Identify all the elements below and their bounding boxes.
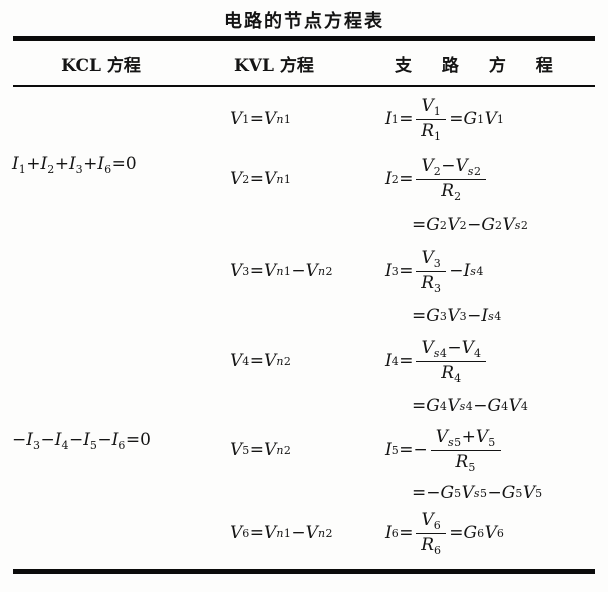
column-header-kcl: KCL 方程 bbox=[61, 55, 141, 76]
kcl-equation-node1: I1+I2+I3+I6=0 bbox=[12, 154, 137, 176]
branch-equation-line: I 1 = V1 R1 = G 1 V 1 bbox=[385, 96, 505, 143]
branch-equation-branch6: I 6 = V6 R6 = G 6 V 6 bbox=[385, 509, 608, 557]
column-header-branch: 支 路 方 程 bbox=[395, 55, 557, 76]
column-header-kvl: KVL 方程 bbox=[234, 55, 314, 76]
table-bottom-rule bbox=[13, 569, 595, 574]
branch-equation-line: I 4 = Vs4−V4 R4 bbox=[385, 333, 608, 389]
table-header-row: KCL 方程 KVL 方程 支 路 方 程 bbox=[0, 41, 608, 85]
branch-equation-branch1: I 1 = V1 R1 = G 1 V 1 bbox=[385, 87, 608, 151]
document-page: 电路的节点方程表 KCL 方程 KVL 方程 支 路 方 程 I1+I2+I3+… bbox=[0, 11, 608, 574]
header-separator-rule bbox=[13, 85, 595, 87]
branch-equation-line: I 6 = V6 R6 = G 6 V 6 bbox=[385, 510, 505, 557]
table-top-rule bbox=[13, 36, 595, 41]
kcl-equation-node2: −I3−I4−I5−I6=0 bbox=[12, 430, 151, 452]
page-title: 电路的节点方程表 bbox=[224, 11, 384, 32]
branch-equation-line: I 5 =− Vs5+V5 R5 bbox=[385, 423, 608, 477]
branch-equation-line: I 2 = V2−Vs2 R2 bbox=[385, 151, 608, 207]
